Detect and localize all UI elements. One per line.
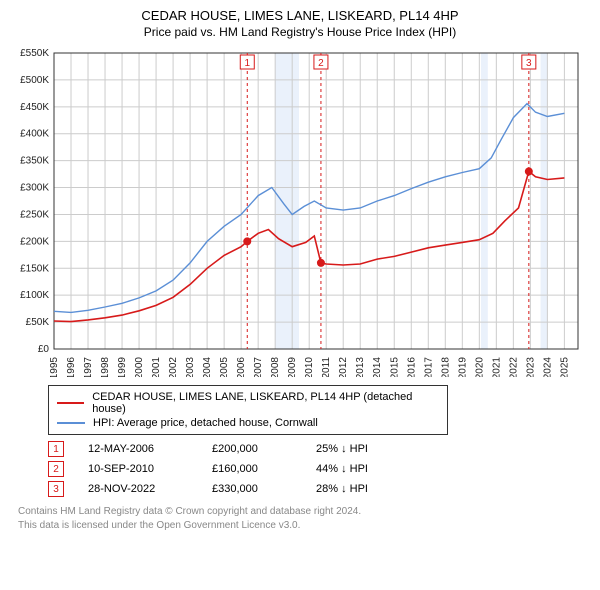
svg-text:2019: 2019 <box>457 357 468 377</box>
chart-title: CEDAR HOUSE, LIMES LANE, LISKEARD, PL14 … <box>8 8 592 23</box>
svg-text:£250K: £250K <box>20 209 49 220</box>
svg-text:2006: 2006 <box>236 357 247 377</box>
svg-text:2020: 2020 <box>474 357 485 377</box>
event-date: 10-SEP-2010 <box>88 463 188 475</box>
legend-swatch <box>57 402 84 404</box>
svg-text:£50K: £50K <box>26 317 50 328</box>
legend-label: HPI: Average price, detached house, Corn… <box>93 417 318 429</box>
svg-text:2011: 2011 <box>321 357 332 377</box>
svg-text:2012: 2012 <box>338 357 349 377</box>
svg-text:1997: 1997 <box>83 357 94 377</box>
svg-text:£350K: £350K <box>20 156 49 167</box>
event-delta: 25% ↓ HPI <box>316 443 406 455</box>
svg-text:2022: 2022 <box>508 357 519 377</box>
event-price: £200,000 <box>212 443 292 455</box>
event-marker-box: 2 <box>48 461 64 477</box>
svg-text:£300K: £300K <box>20 183 49 194</box>
svg-text:2007: 2007 <box>253 357 264 377</box>
chart-subtitle: Price paid vs. HM Land Registry's House … <box>8 25 592 39</box>
svg-text:£100K: £100K <box>20 290 49 301</box>
event-date: 28-NOV-2022 <box>88 483 188 495</box>
sale-events-table: 1 12-MAY-2006 £200,000 25% ↓ HPI 2 10-SEP-201… <box>48 439 592 499</box>
svg-text:2018: 2018 <box>440 357 451 377</box>
event-price: £330,000 <box>212 483 292 495</box>
attribution-line-2: This data is licensed under the Open Gov… <box>18 519 592 533</box>
attribution-line-1: Contains HM Land Registry data © Crown c… <box>18 505 592 519</box>
svg-text:2004: 2004 <box>202 357 213 377</box>
svg-text:1999: 1999 <box>117 357 128 377</box>
svg-text:1996: 1996 <box>66 357 77 377</box>
svg-text:1998: 1998 <box>100 357 111 377</box>
svg-text:2023: 2023 <box>525 357 536 377</box>
svg-text:2025: 2025 <box>559 357 570 377</box>
legend-label: CEDAR HOUSE, LIMES LANE, LISKEARD, PL14 … <box>92 391 439 415</box>
event-delta: 44% ↓ HPI <box>316 463 406 475</box>
svg-text:2024: 2024 <box>542 357 553 377</box>
svg-text:2009: 2009 <box>287 357 298 377</box>
svg-text:2001: 2001 <box>151 357 162 377</box>
legend-row: HPI: Average price, detached house, Corn… <box>57 416 439 430</box>
svg-text:3: 3 <box>526 58 532 69</box>
svg-text:1995: 1995 <box>49 357 60 377</box>
svg-text:2013: 2013 <box>355 357 366 377</box>
attribution-text: Contains HM Land Registry data © Crown c… <box>18 505 592 532</box>
line-chart-svg: £0 £50K £100K £150K £200K £250K £300K £350K £400… <box>8 47 588 377</box>
svg-text:2: 2 <box>318 58 324 69</box>
chart-area: £0 £50K £100K £150K £200K £250K £300K £350K £400… <box>8 47 592 377</box>
svg-text:£400K: £400K <box>20 129 49 140</box>
legend-row: CEDAR HOUSE, LIMES LANE, LISKEARD, PL14 … <box>57 390 439 416</box>
svg-text:£450K: £450K <box>20 102 49 113</box>
svg-text:2017: 2017 <box>423 357 434 377</box>
svg-text:2008: 2008 <box>270 357 281 377</box>
svg-text:2003: 2003 <box>185 357 196 377</box>
svg-text:2010: 2010 <box>304 357 315 377</box>
event-date: 12-MAY-2006 <box>88 443 188 455</box>
svg-text:£500K: £500K <box>20 75 49 86</box>
svg-text:2002: 2002 <box>168 357 179 377</box>
svg-text:£200K: £200K <box>20 236 49 247</box>
svg-text:2014: 2014 <box>372 357 383 377</box>
event-row: 3 28-NOV-2022 £330,000 28% ↓ HPI <box>48 479 592 499</box>
event-marker-box: 3 <box>48 481 64 497</box>
svg-text:1: 1 <box>244 58 250 69</box>
svg-text:2015: 2015 <box>389 357 400 377</box>
event-marker-box: 1 <box>48 441 64 457</box>
svg-text:£0: £0 <box>38 344 50 355</box>
chart-legend: CEDAR HOUSE, LIMES LANE, LISKEARD, PL14 … <box>48 385 448 435</box>
event-row: 2 10-SEP-2010 £160,000 44% ↓ HPI <box>48 459 592 479</box>
svg-text:£550K: £550K <box>20 48 49 59</box>
legend-swatch <box>57 422 85 424</box>
event-row: 1 12-MAY-2006 £200,000 25% ↓ HPI <box>48 439 592 459</box>
event-delta: 28% ↓ HPI <box>316 483 406 495</box>
svg-text:2000: 2000 <box>134 357 145 377</box>
svg-text:2021: 2021 <box>491 357 502 377</box>
svg-text:£150K: £150K <box>20 263 49 274</box>
svg-text:2016: 2016 <box>406 357 417 377</box>
svg-text:2005: 2005 <box>219 357 230 377</box>
event-price: £160,000 <box>212 463 292 475</box>
